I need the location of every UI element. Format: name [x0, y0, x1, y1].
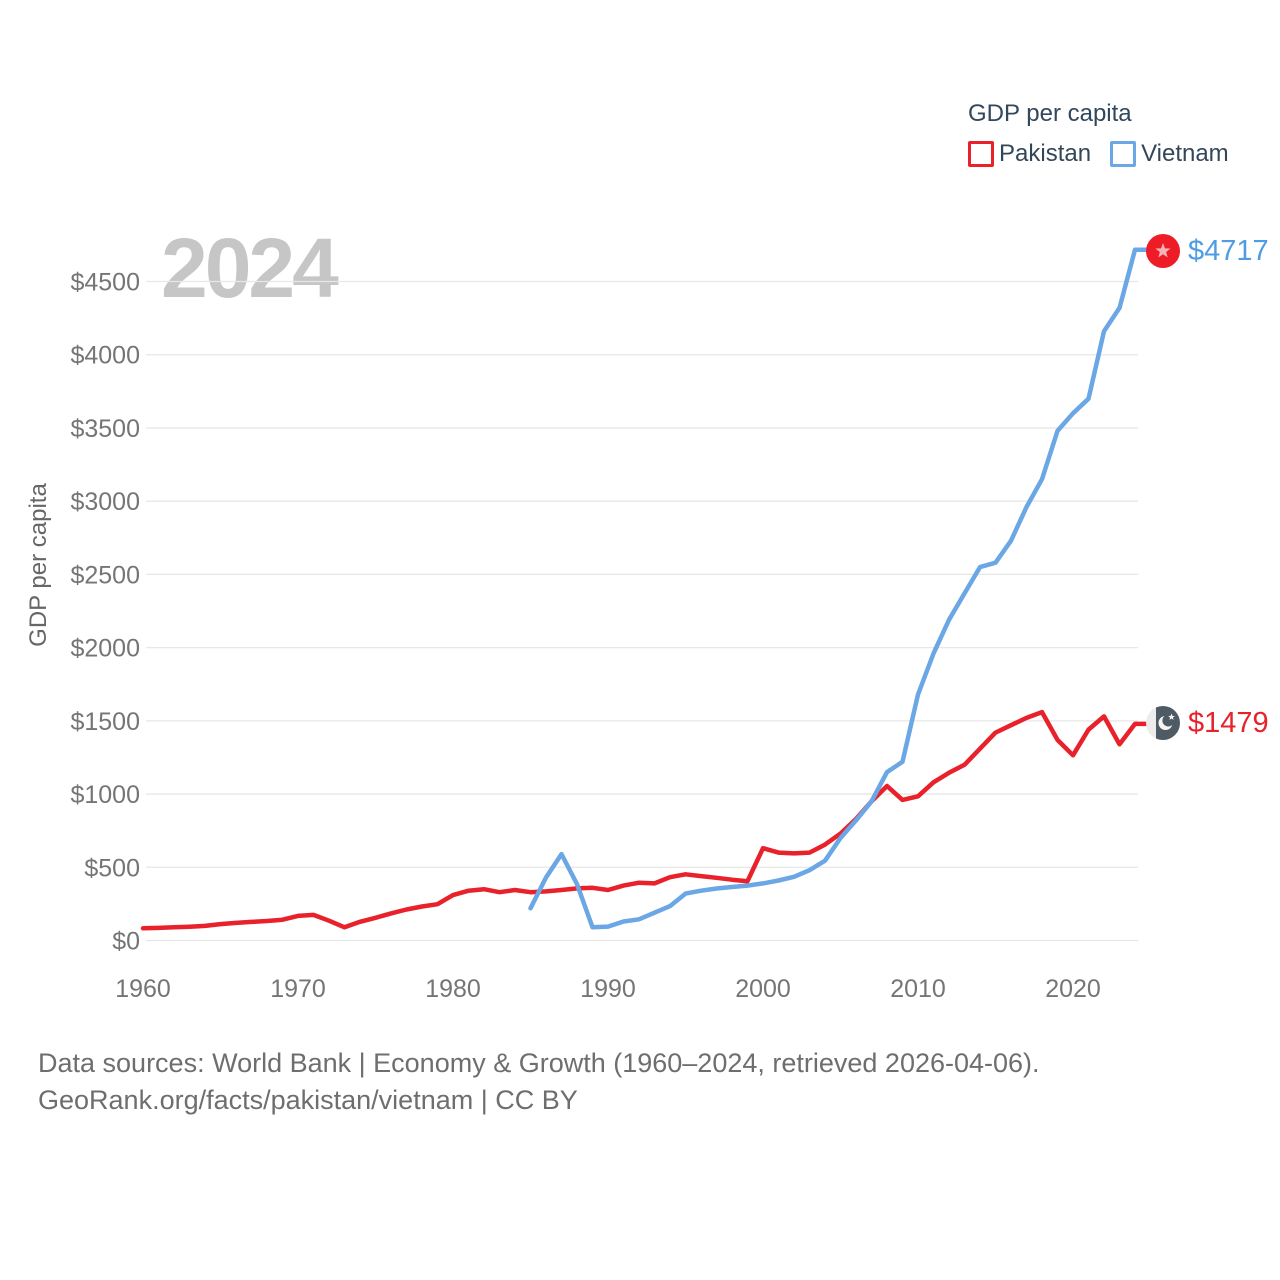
y-tick-label: $500 — [84, 854, 140, 882]
year-watermark: 2024 — [161, 221, 339, 315]
legend-label-pakistan: Pakistan — [999, 140, 1092, 168]
chart-footer: Data sources: World Bank | Economy & Gro… — [38, 1045, 1040, 1119]
y-tick-label: $3500 — [70, 415, 140, 443]
y-tick-label: $1000 — [70, 781, 140, 809]
legend-item-vietnam[interactable]: Vietnam — [1110, 140, 1229, 168]
x-tick-label: 2000 — [735, 975, 791, 1003]
x-tick-label: 2010 — [890, 975, 946, 1003]
chart-legend: GDP per capita Pakistan Vietnam — [968, 100, 1229, 168]
legend-item-pakistan[interactable]: Pakistan — [968, 140, 1091, 168]
x-tick-label: 1980 — [425, 975, 481, 1003]
vietnam-swatch-icon — [1110, 141, 1137, 168]
x-tick-label: 2020 — [1045, 975, 1101, 1003]
legend-items: Pakistan Vietnam — [968, 140, 1229, 168]
pakistan-end-value: $1479 — [1188, 706, 1269, 739]
y-tick-label: $2000 — [70, 635, 140, 663]
data-source-line: Data sources: World Bank | Economy & Gro… — [38, 1048, 1040, 1078]
y-tick-label: $2500 — [70, 561, 140, 589]
pakistan-flag-icon — [1146, 706, 1180, 740]
y-tick-label: $1500 — [70, 708, 140, 736]
legend-title: GDP per capita — [968, 100, 1132, 127]
pakistan-swatch-icon — [968, 141, 994, 168]
y-tick-label: $0 — [112, 928, 140, 956]
vietnam-flag-icon — [1146, 234, 1180, 268]
pakistan-end-marker: $1479 — [1146, 706, 1269, 740]
x-tick-label: 1990 — [580, 975, 636, 1003]
vietnam-line[interactable] — [528, 247, 1151, 930]
y-tick-label: $4500 — [70, 269, 140, 297]
y-tick-label: $4000 — [70, 342, 140, 370]
pakistan-line[interactable] — [140, 709, 1151, 931]
x-tick-label: 1970 — [270, 975, 326, 1003]
vietnam-end-value: $4717 — [1188, 234, 1269, 267]
attribution-line: GeoRank.org/facts/pakistan/vietnam | CC … — [38, 1085, 578, 1115]
y-axis-title: GDP per capita — [25, 483, 52, 647]
vietnam-end-marker: $4717 — [1146, 234, 1269, 268]
y-tick-label: $3000 — [70, 488, 140, 516]
legend-label-vietnam: Vietnam — [1141, 140, 1229, 168]
x-tick-label: 1960 — [115, 975, 171, 1003]
